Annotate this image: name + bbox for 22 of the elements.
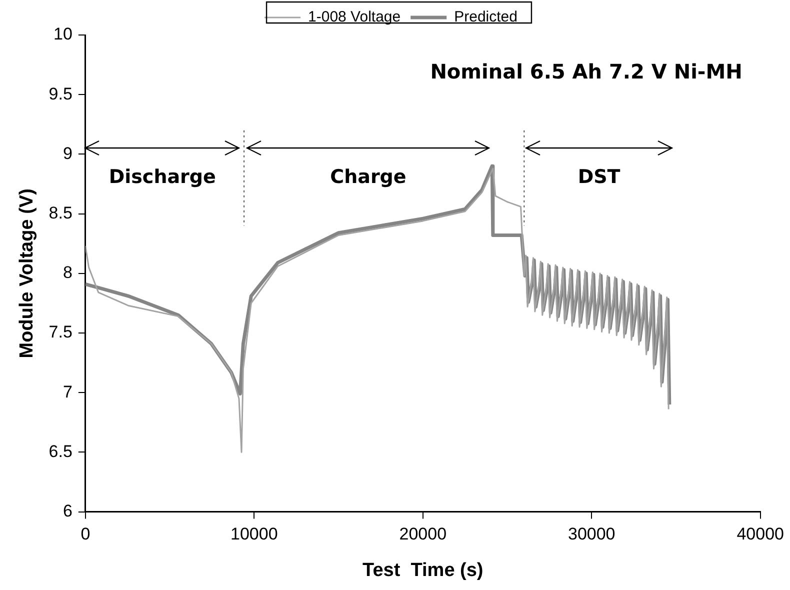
y-tick-label: 9 bbox=[62, 144, 72, 163]
annotation: Discharge bbox=[108, 166, 216, 188]
x-tick-label: 0 bbox=[80, 524, 90, 544]
y-tick-label: 8.5 bbox=[48, 203, 72, 222]
x-tick-label: 20000 bbox=[399, 524, 447, 544]
y-tick-label: 7.5 bbox=[48, 322, 72, 342]
x-tick-label: 30000 bbox=[568, 524, 616, 544]
y-tick-label: 6.5 bbox=[48, 442, 72, 461]
annotation: Nominal 6.5 Ah 7.2 V Ni-MH bbox=[430, 59, 742, 84]
y-tick-label: 9.5 bbox=[48, 84, 72, 104]
x-tick-label: 10000 bbox=[230, 524, 278, 544]
legend-label: Predicted bbox=[454, 8, 518, 26]
x-axis-title: Test Time (s) bbox=[362, 560, 484, 581]
y-tick-label: 7 bbox=[62, 382, 72, 402]
legend-label: 1-008 Voltage bbox=[308, 8, 401, 26]
x-tick-label: 40000 bbox=[736, 524, 784, 544]
annotation: Charge bbox=[330, 166, 406, 188]
annotation: DST bbox=[578, 166, 620, 188]
y-tick-label: 10 bbox=[54, 24, 72, 44]
y-tick-label: 6 bbox=[62, 501, 72, 520]
y-axis-title: Module Voltage (V) bbox=[16, 188, 38, 358]
y-tick-label: 8 bbox=[62, 263, 72, 282]
